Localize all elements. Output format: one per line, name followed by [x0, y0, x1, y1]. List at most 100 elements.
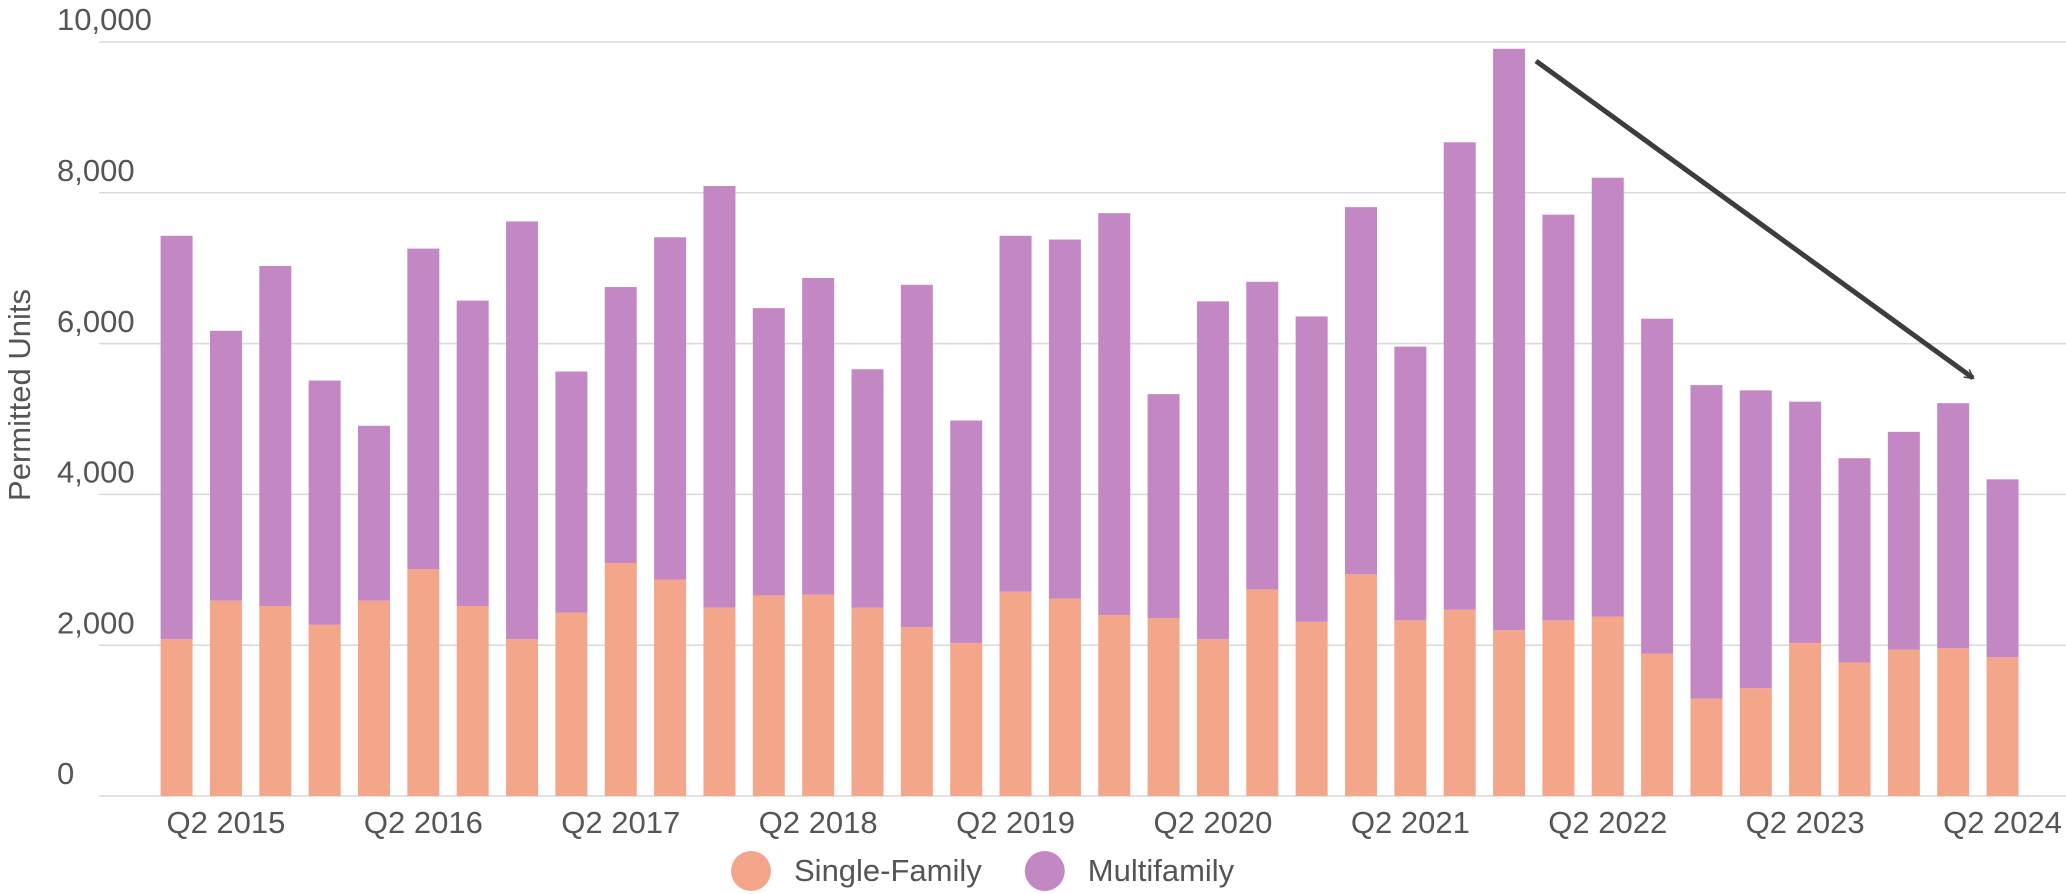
bar-segment [1542, 620, 1575, 796]
bar-segment [1986, 479, 2019, 658]
bar-segment [308, 624, 341, 796]
bar-segment [407, 248, 440, 570]
bar-segment [1789, 642, 1822, 796]
bar-segment [456, 300, 489, 606]
y-tick-label: 10,000 [57, 2, 152, 37]
x-tick-label: Q2 2020 [1153, 805, 1272, 840]
bar-segment [1246, 589, 1279, 796]
bar-segment [1641, 318, 1674, 654]
bar-segment [1048, 598, 1081, 796]
bar-segment [1838, 458, 1871, 663]
bars: Q2 2015 Q2 2016 Q2 2017 Q2 2018 Q2 2019 Q2 20… [160, 48, 2062, 840]
bar-segment [1591, 616, 1624, 796]
x-tick-label: Q2 2024 [1943, 805, 2062, 840]
bar-segment [555, 612, 588, 796]
bar-segment [1690, 385, 1723, 699]
y-tick-label: 0 [57, 756, 74, 791]
bar-segment [1591, 177, 1624, 617]
bar-segment [1147, 618, 1180, 796]
bar-segment [160, 235, 193, 640]
bar-segment [259, 605, 292, 796]
bar-segment [900, 284, 933, 628]
bar-segment [1098, 615, 1131, 796]
y-tick-label: 2,000 [57, 605, 135, 640]
bar-segment [456, 605, 489, 796]
bar-segment [1641, 653, 1674, 796]
bar-segment [1739, 390, 1772, 689]
bar-segment [999, 591, 1032, 796]
bar-segment [407, 569, 440, 796]
bar-segment [1394, 346, 1427, 621]
bar-segment [1739, 688, 1772, 796]
x-tick-label: Q2 2019 [956, 805, 1075, 840]
bar-segment [1986, 657, 2019, 796]
bar-segment [1937, 648, 1970, 796]
bar-segment [358, 600, 390, 796]
legend-label: Multifamily [1088, 853, 1235, 888]
bar-segment [802, 594, 835, 796]
bar-segment [752, 595, 785, 796]
bar-segment [950, 642, 983, 796]
bar-segment [1295, 621, 1328, 796]
bar-segment [1690, 698, 1723, 796]
y-axis-label: Permitted Units [2, 289, 37, 501]
bar-segment [752, 308, 785, 596]
bar-segment [654, 237, 687, 580]
y-tick-label: 4,000 [57, 455, 135, 490]
legend-swatch [731, 851, 771, 891]
bar-segment [1937, 403, 1970, 649]
bar-segment [1443, 609, 1476, 796]
bar-segment [900, 627, 933, 796]
bar-segment [1394, 620, 1427, 796]
bar-segment [1345, 574, 1377, 796]
bar-segment [802, 278, 835, 595]
bar-segment [604, 563, 637, 796]
x-tick-label: Q2 2021 [1351, 805, 1470, 840]
bar-segment [1838, 662, 1871, 796]
bar-segment [654, 579, 687, 796]
bar-segment [1443, 142, 1476, 610]
bar-segment [604, 287, 637, 564]
bar-segment [1493, 630, 1526, 796]
bar-segment [1887, 431, 1920, 650]
legend-swatch [1024, 851, 1065, 891]
bar-segment [506, 221, 539, 640]
bar-segment [1048, 239, 1081, 599]
bar-segment [999, 235, 1032, 592]
bar-segment [1345, 207, 1377, 575]
x-tick-label: Q2 2016 [364, 805, 483, 840]
bar-segment [1196, 639, 1229, 796]
bar-segment [851, 607, 884, 796]
bar-segment [1246, 281, 1279, 590]
bar-segment [259, 265, 292, 606]
y-tick-label: 6,000 [57, 304, 135, 339]
bar-segment [1493, 48, 1526, 631]
bar-segment [506, 639, 539, 796]
x-tick-label: Q2 2017 [561, 805, 680, 840]
bar-segment [851, 369, 884, 608]
bar-segment [209, 600, 242, 796]
x-tick-label: Q2 2015 [166, 805, 285, 840]
bar-segment [703, 607, 736, 796]
bar-segment [358, 425, 390, 601]
bar-segment [1789, 401, 1822, 643]
bar-segment [160, 639, 193, 796]
y-tick-label: 8,000 [57, 153, 135, 188]
bar-segment [1887, 649, 1920, 796]
bar-segment [950, 420, 983, 643]
bar-segment [1295, 316, 1328, 622]
bar-segment [1098, 213, 1131, 616]
bar-segment [308, 380, 341, 625]
bar-segment [1196, 301, 1229, 640]
trend-arrow [1534, 58, 1973, 381]
legend-label: Single-Family [794, 853, 982, 888]
bar-segment [555, 371, 588, 613]
bar-segment [209, 330, 242, 601]
legend: Single-Family Multifamily [731, 851, 1235, 891]
bar-segment [1542, 214, 1575, 621]
x-tick-label: Q2 2022 [1548, 805, 1667, 840]
bar-segment [1147, 394, 1180, 619]
bar-segment [703, 186, 736, 608]
x-tick-label: Q2 2018 [759, 805, 878, 840]
